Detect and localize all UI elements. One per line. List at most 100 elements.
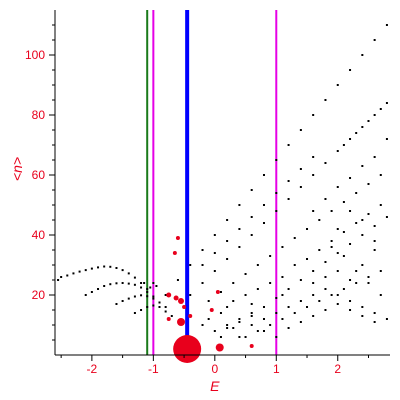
data-point — [201, 264, 204, 266]
data-point — [189, 264, 192, 266]
data-point — [201, 249, 204, 251]
data-point — [379, 294, 382, 296]
data-point — [219, 336, 222, 338]
data-point — [97, 288, 100, 290]
y-tick-label: 40 — [32, 228, 46, 242]
data-point — [152, 304, 155, 307]
data-point — [342, 288, 345, 290]
data-point — [336, 186, 339, 188]
data-point — [121, 269, 124, 272]
data-point — [250, 216, 253, 218]
data-point — [226, 258, 229, 260]
data-point — [367, 213, 370, 215]
data-point — [262, 306, 265, 308]
data-point — [275, 297, 278, 299]
data-point — [373, 240, 376, 242]
data-point — [293, 237, 296, 239]
data-point — [379, 108, 382, 110]
data-point — [244, 294, 247, 296]
data-point — [232, 327, 235, 329]
data-point — [379, 270, 382, 272]
data-points — [57, 24, 388, 338]
data-point — [219, 312, 222, 314]
highlight-points — [166, 236, 254, 363]
data-point — [306, 258, 309, 260]
data-point — [330, 210, 333, 212]
data-point — [238, 321, 241, 323]
data-point — [336, 252, 339, 254]
x-tick-label: -1 — [148, 362, 159, 376]
data-point — [342, 231, 345, 233]
data-point — [324, 309, 327, 311]
data-point — [312, 174, 315, 176]
highlight-point — [177, 318, 186, 326]
data-point — [238, 204, 241, 206]
data-point — [152, 295, 155, 298]
data-point — [213, 330, 216, 332]
data-point — [207, 318, 210, 320]
data-point — [330, 246, 333, 248]
data-point — [238, 318, 241, 320]
data-point — [373, 114, 376, 116]
data-point — [109, 265, 112, 268]
data-point — [355, 282, 358, 284]
data-point — [293, 312, 296, 314]
data-point — [330, 240, 333, 242]
data-point — [140, 309, 143, 311]
data-point — [155, 285, 158, 287]
data-point — [256, 288, 259, 290]
data-point — [361, 165, 364, 167]
data-point — [312, 282, 315, 284]
data-point — [170, 315, 173, 317]
data-point — [262, 204, 265, 206]
data-point — [250, 234, 253, 236]
data-point — [226, 327, 229, 329]
highlight-point — [249, 344, 254, 348]
data-point — [361, 219, 364, 221]
data-point — [318, 300, 321, 302]
data-point — [262, 174, 265, 176]
highlight-point — [173, 335, 202, 363]
data-point — [385, 138, 388, 140]
data-point — [336, 303, 339, 305]
data-point — [238, 246, 241, 248]
data-point — [312, 114, 315, 116]
data-point — [262, 330, 265, 332]
data-point — [133, 283, 136, 286]
highlight-point — [182, 305, 187, 309]
data-point — [361, 315, 364, 317]
x-axis-label: E — [210, 378, 220, 394]
data-point — [324, 162, 327, 164]
data-point — [115, 267, 118, 269]
data-point — [189, 294, 192, 296]
data-point — [244, 273, 247, 275]
data-point — [336, 270, 339, 272]
data-point — [385, 318, 388, 320]
data-point — [324, 276, 327, 278]
data-point — [78, 270, 81, 273]
data-point — [201, 324, 204, 326]
data-point — [140, 286, 143, 289]
data-point — [115, 282, 118, 285]
data-point — [226, 219, 229, 221]
data-point — [312, 210, 315, 212]
data-point — [256, 264, 259, 266]
data-point — [226, 324, 229, 326]
data-point — [90, 267, 93, 270]
data-point — [318, 219, 321, 221]
data-point — [57, 279, 60, 281]
data-point — [373, 225, 376, 227]
data-point — [373, 156, 376, 158]
vertical-lines — [146, 10, 278, 355]
data-point — [293, 264, 296, 266]
data-point — [287, 306, 290, 308]
data-point — [336, 150, 339, 152]
data-point — [385, 102, 388, 104]
data-point — [349, 279, 352, 281]
y-tick-label: 60 — [32, 168, 46, 182]
data-point — [287, 180, 290, 182]
data-point — [213, 234, 216, 236]
data-point — [146, 306, 149, 308]
data-point — [349, 210, 352, 212]
data-point — [281, 318, 284, 320]
